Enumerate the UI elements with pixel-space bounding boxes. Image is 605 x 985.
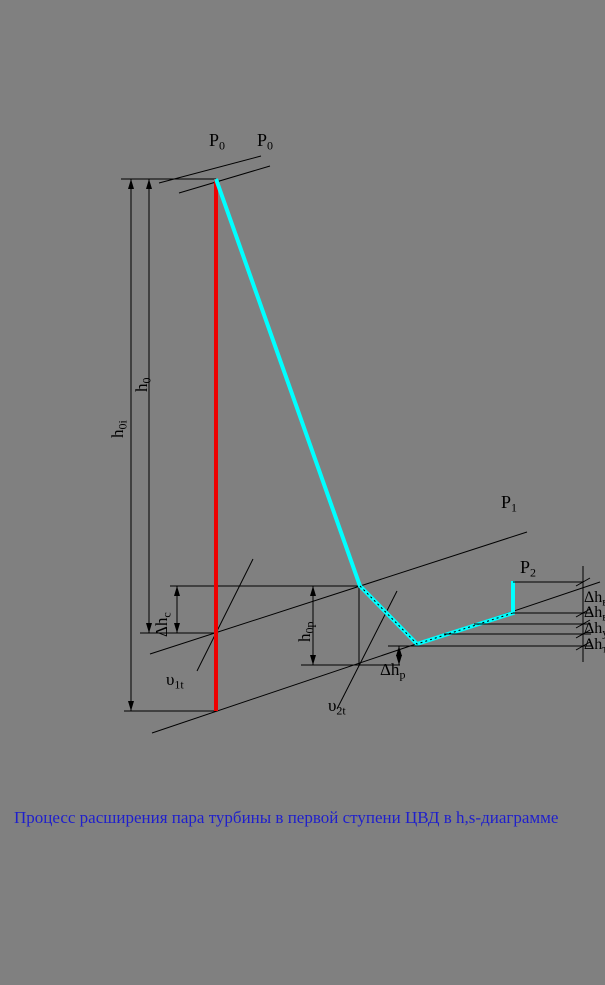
- label-h0: h0: [132, 377, 154, 393]
- isobars: [149, 155, 601, 734]
- expansion-process-dotted-overlay: [359, 585, 514, 645]
- label-v1t: υ1t: [166, 670, 184, 692]
- label-dhp: Δhp: [380, 660, 406, 682]
- label-dh-vl: Δhвл: [584, 604, 605, 623]
- label-v2t: υ2t: [328, 696, 346, 718]
- slash-tick-4: [575, 629, 591, 639]
- slash-tick-3: [575, 619, 591, 629]
- label-h0i: h0i: [108, 420, 130, 438]
- expansion-process-line: [214, 178, 515, 647]
- slash-tick-5: [575, 641, 591, 651]
- p2-isobar-line: [151, 581, 601, 734]
- label-p2: P2: [520, 557, 537, 580]
- slash-tick-2: [575, 608, 591, 618]
- p0-throttled-isobar-line: [178, 165, 271, 194]
- dimension-arrows: [128, 179, 402, 711]
- diagram-caption: Процесс расширения пара турбины в первой…: [14, 808, 559, 827]
- p1-isobar-line: [149, 531, 528, 655]
- v2t-line: [336, 590, 398, 710]
- label-p1: P1: [501, 492, 518, 515]
- label-p0-left: P0: [209, 130, 226, 153]
- p0-isobar-line: [158, 155, 262, 184]
- slash-tick-1: [575, 577, 591, 587]
- label-p0-right: P0: [257, 130, 274, 153]
- reference-lines: [121, 178, 400, 712]
- label-dhc: Δhc: [152, 612, 174, 637]
- v1t-line: [196, 558, 254, 672]
- label-dh-tr: Δhтр: [584, 636, 605, 655]
- label-h0p: h0p: [295, 621, 317, 643]
- loss-level-lines: [388, 566, 591, 662]
- label-dh-u: Δhу: [584, 620, 605, 639]
- label-dh-vs: Δhвс: [584, 589, 605, 608]
